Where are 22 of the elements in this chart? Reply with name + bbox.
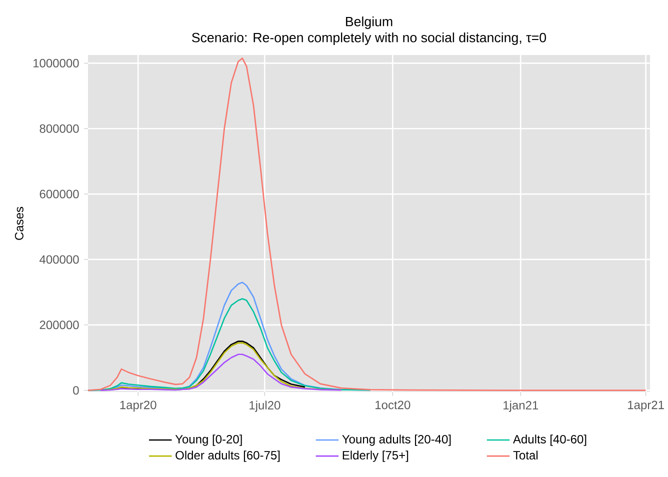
- chart-subtitle: Scenario: Re-open completely with no social distancing, τ=0: [192, 32, 546, 45]
- y-axis-title: Cases: [14, 206, 24, 240]
- line-series: [100, 354, 342, 392]
- y-tick-label: 600000: [40, 190, 79, 198]
- y-tick-label: 800000: [40, 124, 79, 133]
- legend-label: Elderly [75+]: [342, 450, 408, 462]
- x-tick-label: 1jan21: [504, 400, 538, 412]
- legend-label: Total: [513, 450, 538, 460]
- chart-title: Belgium: [346, 16, 392, 29]
- y-tick-label: 1000000: [33, 58, 79, 68]
- legend-label: Young [0-20]: [175, 434, 242, 446]
- y-tick-label: 400000: [40, 255, 79, 264]
- x-tick-label: 1oct20: [376, 400, 410, 410]
- x-tick-label: 1jul20: [250, 400, 280, 412]
- legend-label: Adults [40-60]: [512, 434, 586, 446]
- legend-label: Older adults [60-75]: [176, 450, 280, 462]
- line-series: [88, 58, 646, 392]
- x-tick-label: 1apr21: [628, 400, 664, 412]
- legend-label: Young adults [20-40]: [342, 434, 451, 446]
- y-tick-label: 200000: [40, 320, 79, 330]
- x-tick-label: 1apr20: [120, 400, 156, 412]
- y-tick-label: 0: [73, 386, 79, 395]
